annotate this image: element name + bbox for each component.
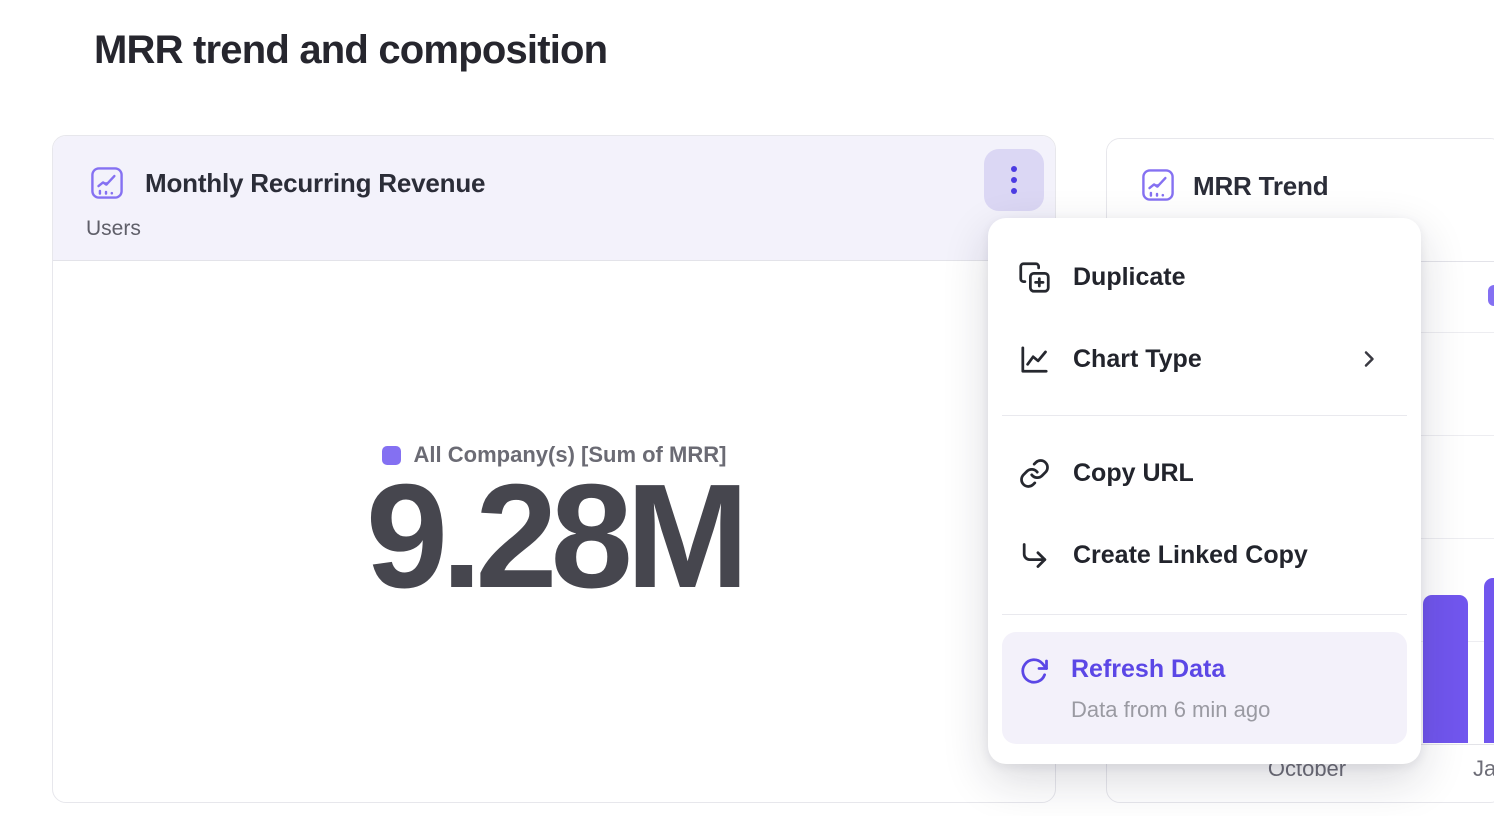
menu-item-label: Copy URL xyxy=(1073,458,1194,487)
page-title: MRR trend and composition xyxy=(94,28,608,72)
kpi-legend: All Company(s) [Sum of MRR] xyxy=(53,442,1055,468)
chevron-right-icon xyxy=(1357,347,1381,371)
monthly-recurring-revenue-card: Monthly Recurring Revenue Users All Comp… xyxy=(52,135,1056,803)
trend-bar[interactable] xyxy=(1423,595,1468,743)
corner-down-right-icon xyxy=(1018,539,1051,572)
trend-bar[interactable] xyxy=(1484,578,1494,743)
combo-chart-icon xyxy=(1141,168,1175,202)
mrr-card-header: Monthly Recurring Revenue Users xyxy=(53,136,1055,261)
mrr-card-title: Monthly Recurring Revenue xyxy=(145,168,486,198)
menu-item-refresh-data[interactable]: Refresh Data Data from 6 min ago xyxy=(1002,632,1407,744)
refresh-status-text: Data from 6 min ago xyxy=(1071,697,1271,722)
combo-chart-icon xyxy=(90,166,124,200)
menu-item-label: Duplicate xyxy=(1073,262,1186,291)
menu-item-label: Chart Type xyxy=(1073,344,1202,373)
x-axis-label: Ja xyxy=(1473,756,1494,781)
menu-divider xyxy=(1002,614,1407,615)
kpi-value: 9.28M xyxy=(365,454,749,619)
chart-type-icon xyxy=(1018,343,1051,376)
menu-item-chart-type[interactable]: Chart Type xyxy=(988,318,1421,400)
legend-swatch xyxy=(381,445,401,465)
menu-item-label: Create Linked Copy xyxy=(1073,540,1308,569)
card-context-menu: Duplicate Chart Type Copy URL xyxy=(988,218,1421,764)
duplicate-icon xyxy=(1018,261,1051,294)
kebab-icon xyxy=(1011,166,1017,194)
refresh-icon xyxy=(1019,656,1049,686)
trend-legend-swatch xyxy=(1488,285,1494,306)
card-options-button[interactable] xyxy=(984,149,1044,211)
trend-card-title: MRR Trend xyxy=(1193,171,1329,201)
menu-item-label: Refresh Data xyxy=(1071,655,1226,683)
menu-item-duplicate[interactable]: Duplicate xyxy=(988,236,1421,318)
menu-item-create-linked-copy[interactable]: Create Linked Copy xyxy=(988,514,1421,596)
menu-divider xyxy=(1002,415,1407,416)
mrr-card-subtitle: Users xyxy=(86,217,141,240)
menu-item-copy-url[interactable]: Copy URL xyxy=(988,432,1421,514)
legend-label: All Company(s) [Sum of MRR] xyxy=(413,442,727,467)
link-icon xyxy=(1018,457,1051,490)
